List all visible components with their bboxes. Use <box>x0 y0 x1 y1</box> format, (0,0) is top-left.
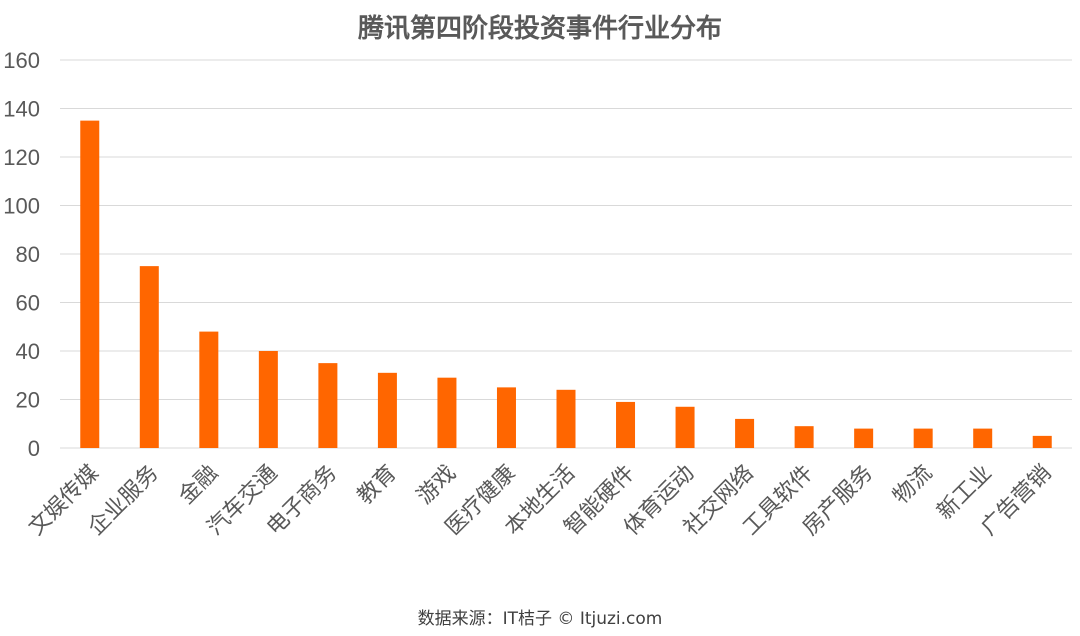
bar <box>675 406 695 448</box>
source-note: 数据来源：IT桔子 © Itjuzi.com <box>417 609 663 629</box>
y-tick-label: 40 <box>16 339 40 364</box>
bar <box>556 389 576 448</box>
bar <box>258 351 278 448</box>
bar <box>1032 435 1052 448</box>
bar <box>496 387 516 448</box>
bar <box>854 428 874 448</box>
y-tick-label: 20 <box>16 388 40 413</box>
y-axis-ticks: 0 20 40 60 80 100 120 140 160 <box>3 48 40 461</box>
x-category-label: 教育 <box>353 461 402 510</box>
y-tick-label: 60 <box>16 291 40 316</box>
x-category-label: 金融 <box>174 461 223 510</box>
bar <box>735 418 755 448</box>
x-category-label: 游戏 <box>412 461 461 510</box>
chart-title: 腾讯第四阶段投资事件行业分布 <box>357 14 722 44</box>
bar <box>377 372 397 448</box>
bar <box>199 331 219 448</box>
x-category-label: 物流 <box>889 461 938 510</box>
bar <box>616 401 636 448</box>
bar <box>794 426 814 448</box>
y-tick-label: 100 <box>3 194 40 219</box>
bar <box>139 266 159 448</box>
bar <box>973 428 993 448</box>
bar <box>437 377 457 448</box>
y-tick-label: 140 <box>3 97 40 122</box>
y-tick-label: 160 <box>3 48 40 73</box>
bar <box>913 428 933 448</box>
bar <box>318 363 338 448</box>
y-tick-label: 80 <box>16 242 40 267</box>
bar-series <box>80 120 1052 448</box>
y-tick-label: 0 <box>28 436 40 461</box>
y-tick-label: 120 <box>3 145 40 170</box>
bar <box>80 120 100 448</box>
